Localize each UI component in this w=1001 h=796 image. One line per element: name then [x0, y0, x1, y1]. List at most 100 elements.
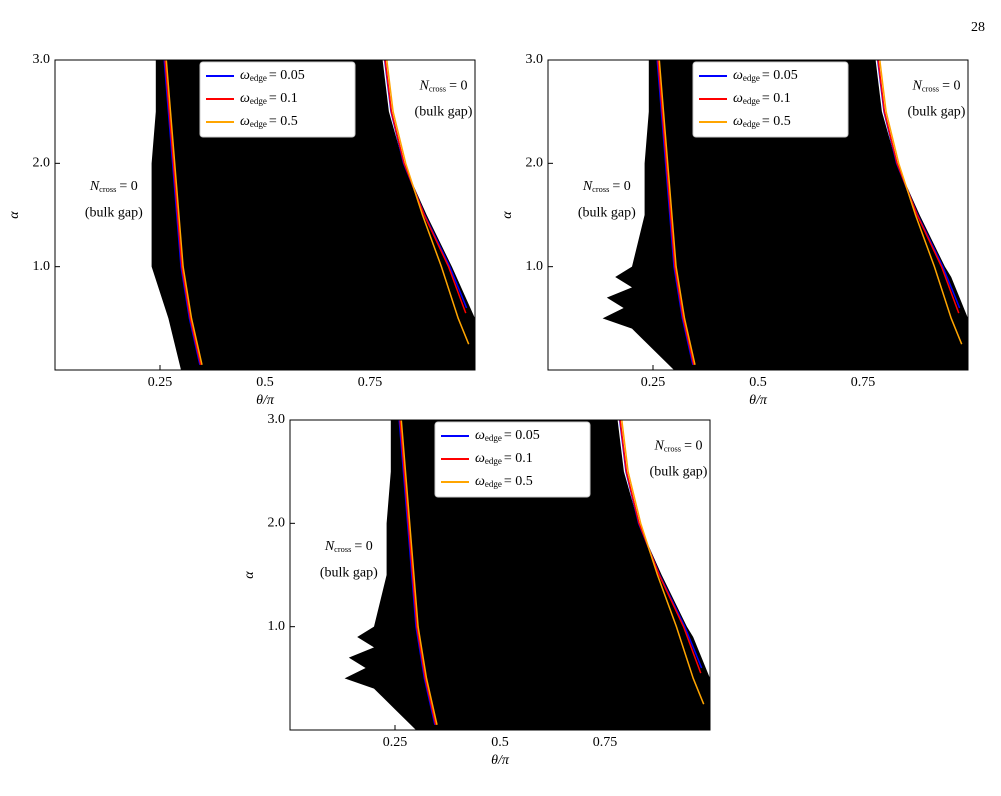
y-tick-label: 1.0	[33, 259, 51, 274]
subscript: cross	[429, 84, 446, 93]
subscript: cross	[664, 444, 681, 453]
left-note-caption: (bulk gap)	[320, 565, 378, 580]
y-tick-label: 3.0	[33, 52, 51, 67]
legend-subscript: edge	[485, 479, 502, 489]
legend-label: ωedge = 0.5	[733, 114, 791, 129]
legend-relation: = 0.05	[762, 68, 798, 83]
y-axis-label: α	[242, 571, 257, 579]
legend-symbol: ω	[733, 114, 743, 129]
left-note-caption: (bulk gap)	[85, 205, 143, 220]
relation: = 0	[354, 539, 372, 554]
legend-label: ωedge = 0.1	[240, 91, 298, 106]
legend-box	[199, 61, 356, 138]
left-note-caption: (bulk gap)	[578, 205, 636, 220]
legend-relation: = 0.1	[269, 91, 298, 106]
center-note-caption: (edge gap)	[783, 274, 843, 289]
curve	[165, 59, 470, 365]
y-tick-label: 1.0	[268, 619, 286, 634]
legend-label: ωedge = 0.05	[733, 68, 798, 83]
relation: = 0	[119, 179, 137, 194]
panel-label-subscript: 2	[385, 340, 390, 351]
legend-symbol: ω	[475, 451, 485, 466]
symbol: N	[324, 539, 335, 554]
panel-label-subscript: N	[863, 340, 872, 351]
legend-label: ωedge = 0.5	[475, 474, 533, 489]
panel-label-subscript: N	[585, 700, 594, 711]
y-tick-label: 2.0	[526, 156, 544, 171]
y-tick-label: 3.0	[526, 52, 544, 67]
legend-subscript: edge	[485, 433, 502, 443]
subscript: cross	[99, 185, 116, 194]
panel-label-text: + γ	[364, 334, 385, 349]
legend-subscript: edge	[743, 96, 760, 106]
right-note-caption: (bulk gap)	[908, 105, 966, 120]
legend-symbol: ω	[240, 68, 250, 83]
legend-subscript: edge	[743, 119, 760, 129]
legend-label: ωedge = 0.05	[240, 68, 305, 83]
legend-relation: = 0.05	[504, 428, 540, 443]
right-note: Ncross = 0	[654, 439, 703, 454]
legend-relation: = 0.5	[762, 114, 791, 129]
y-axis-label: α	[500, 211, 515, 219]
relation: ≥1	[821, 248, 836, 263]
right-note: Ncross = 0	[912, 79, 961, 94]
subscript: cross	[592, 185, 609, 194]
y-axis-label: α	[7, 211, 22, 219]
legend-box	[434, 421, 591, 498]
symbol: N	[419, 79, 430, 94]
curve	[658, 59, 963, 365]
legend-label: ωedge = 0.05	[475, 428, 540, 443]
symbol: N	[89, 179, 100, 194]
panel-label-subscript: 1	[359, 340, 364, 351]
right-note-caption: (bulk gap)	[650, 465, 708, 480]
center-note-caption: (edge gap)	[290, 274, 350, 289]
left-note: Ncross = 0	[582, 179, 631, 194]
legend-symbol: ω	[733, 91, 743, 106]
y-tick-label: 2.0	[33, 156, 51, 171]
relation: = 0	[612, 179, 630, 194]
legend-relation: = 0.5	[269, 114, 298, 129]
x-tick-label: 0.25	[383, 735, 408, 750]
relation: ≥1	[563, 608, 578, 623]
legend-relation: = 0.5	[504, 474, 533, 489]
symbol: N	[788, 248, 799, 263]
legend-subscript: edge	[485, 456, 502, 466]
relation: = 0	[684, 439, 702, 454]
center-note-caption: (edge gap)	[525, 634, 585, 649]
legend-relation: = 0.1	[504, 451, 533, 466]
symbol: N	[530, 608, 541, 623]
x-tick-label: 0.5	[749, 375, 767, 390]
edge-gap-region	[602, 60, 968, 370]
panel-label-text: (c) γ	[561, 694, 586, 709]
subscript: cross	[799, 253, 822, 265]
subscript: cross	[541, 613, 564, 625]
x-axis-label: θ/π	[749, 393, 768, 408]
legend-symbol: ω	[475, 474, 485, 489]
panel-label: (b) γN	[838, 334, 872, 351]
legend-subscript: edge	[250, 73, 267, 83]
edge-gap-region	[344, 420, 710, 730]
legend-box	[692, 61, 849, 138]
x-tick-label: 0.75	[358, 375, 383, 390]
legend-symbol: ω	[240, 114, 250, 129]
legend-relation: = 0.1	[762, 91, 791, 106]
symbol: N	[295, 248, 306, 263]
legend-symbol: ω	[733, 68, 743, 83]
legend-label: ωedge = 0.5	[240, 114, 298, 129]
panel-label-subscript: N+1	[613, 700, 632, 711]
x-tick-label: 0.25	[641, 375, 666, 390]
center-note: Ncross≥1	[788, 248, 836, 265]
y-tick-label: 3.0	[268, 412, 286, 427]
symbol: N	[582, 179, 593, 194]
legend-subscript: edge	[250, 119, 267, 129]
panel-label-text: + γ	[593, 694, 614, 709]
panel-label-text: (b) γ	[838, 334, 864, 349]
legend-relation: = 0.05	[269, 68, 305, 83]
relation: = 0	[449, 79, 467, 94]
center-note: Ncross≥1	[530, 608, 578, 625]
